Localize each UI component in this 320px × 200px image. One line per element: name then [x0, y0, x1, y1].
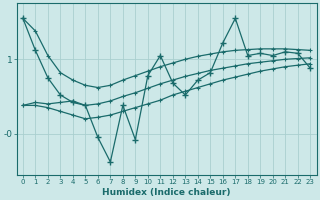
- X-axis label: Humidex (Indice chaleur): Humidex (Indice chaleur): [102, 188, 231, 197]
